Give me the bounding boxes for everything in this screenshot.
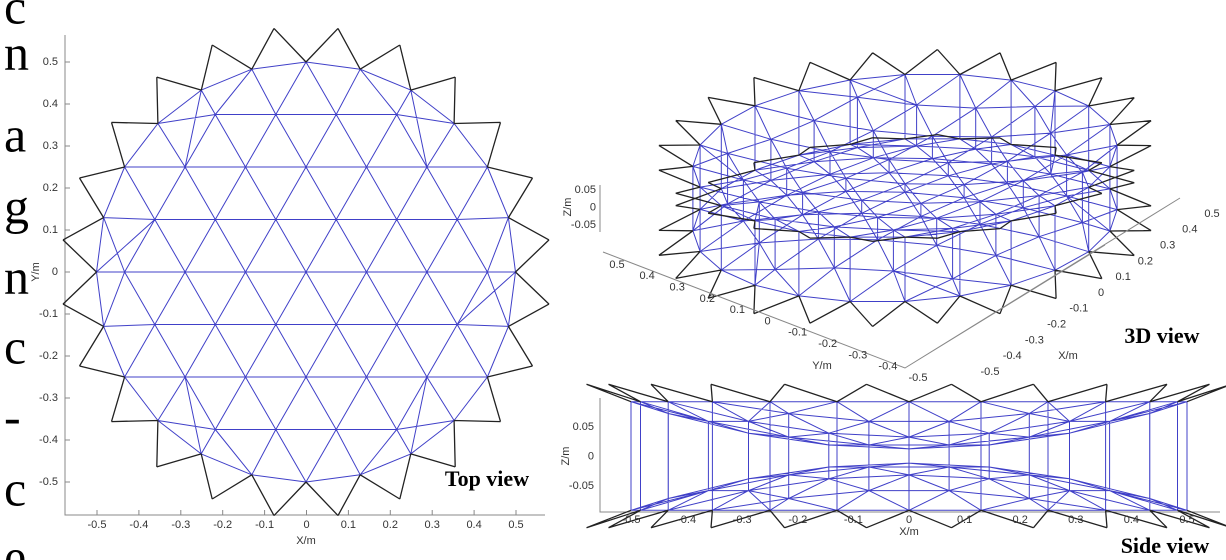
mesh-edge bbox=[587, 384, 1226, 527]
x-tick-label: 0.4 bbox=[466, 519, 481, 531]
x-tick-label: 0.5 bbox=[508, 519, 523, 531]
x-tick-label: -0.4 bbox=[129, 519, 148, 531]
y-tick-label: 0.1 bbox=[43, 224, 58, 236]
x-tick-label: -0.4 bbox=[1003, 350, 1022, 362]
y-tick-label: 0.4 bbox=[639, 270, 654, 282]
z-tick-label: 0.05 bbox=[575, 184, 596, 196]
x-axis-label: X/m bbox=[899, 526, 919, 538]
page-fragment: n bbox=[4, 24, 29, 80]
x-tick-label: 0 bbox=[303, 519, 309, 531]
y-tick-label: -0.5 bbox=[39, 476, 58, 488]
x-tick-label: 0.1 bbox=[957, 514, 972, 526]
x-tick-label: 0.1 bbox=[1116, 271, 1131, 283]
mesh-cables bbox=[631, 402, 1187, 511]
page-fragment: n bbox=[4, 248, 29, 304]
y-tick-label: -0.1 bbox=[39, 308, 58, 320]
y-tick-label: 0.2 bbox=[43, 182, 58, 194]
x-tick-label: -0.5 bbox=[622, 514, 641, 526]
y-axis-label: Y/m bbox=[30, 262, 42, 282]
mesh-cables bbox=[97, 62, 516, 482]
x-tick-label: 0.3 bbox=[425, 519, 440, 531]
x-tick-label: 0.2 bbox=[1013, 514, 1028, 526]
page-fragment: - bbox=[4, 388, 21, 444]
y-tick-label: 0.4 bbox=[43, 98, 58, 110]
z-tick-label: -0.05 bbox=[571, 219, 596, 231]
z-tick-label: 0 bbox=[590, 201, 596, 213]
y-tick-label: -0.4 bbox=[878, 361, 897, 373]
y-tick-label: -0.1 bbox=[788, 327, 807, 339]
x-tick-label: -0.3 bbox=[171, 519, 190, 531]
x-tick-label: 0 bbox=[906, 514, 912, 526]
x-tick-label: -0.3 bbox=[1025, 334, 1044, 346]
x-tick-label: 0.2 bbox=[1138, 255, 1153, 267]
y-tick-label: 0.1 bbox=[730, 304, 745, 316]
x-tick-label: -0.1 bbox=[255, 519, 274, 531]
x-tick-label: -0.1 bbox=[844, 514, 863, 526]
panel-label: Top view bbox=[445, 466, 529, 491]
y-tick-label: 0 bbox=[764, 315, 770, 327]
x-tick-label: 0.5 bbox=[1179, 514, 1194, 526]
x-tick-label: -0.2 bbox=[1047, 319, 1066, 331]
page-fragment: a bbox=[4, 106, 26, 162]
x-axis-label: X/m bbox=[296, 535, 316, 547]
y-tick-label: -0.2 bbox=[39, 350, 58, 362]
x-axis-label: X/m bbox=[1058, 350, 1078, 362]
page-fragment: e bbox=[4, 528, 26, 560]
x-tick-label: -0.5 bbox=[981, 366, 1000, 378]
z-tick-label: -0.05 bbox=[569, 480, 594, 492]
x-tick-label: -0.2 bbox=[213, 519, 232, 531]
x-tick-label: 0.4 bbox=[1182, 224, 1197, 236]
axis-frame bbox=[65, 35, 545, 515]
page-fragment: c bbox=[4, 460, 26, 516]
x-tick-label: 0.5 bbox=[1204, 208, 1219, 220]
y-tick-label: -0.3 bbox=[848, 349, 867, 361]
page-fragment: g bbox=[4, 178, 29, 234]
x-tick-label: -0.1 bbox=[1069, 303, 1088, 315]
view-3d: 3D view X/m Y/m Z/m bbox=[562, 198, 1200, 372]
side-view: Side view X/m Z/m bbox=[560, 398, 1220, 558]
x-tick-label: 0.1 bbox=[341, 519, 356, 531]
x-tick-label: 0.4 bbox=[1124, 514, 1139, 526]
panel-label: Side view bbox=[1121, 533, 1210, 558]
x-tick-label: -0.5 bbox=[88, 519, 107, 531]
top-view: Top view X/m Y/m bbox=[30, 35, 545, 547]
z-axis-label: Z/m bbox=[560, 447, 572, 466]
y-tick-label: 0 bbox=[52, 266, 58, 278]
x-tick-label: -0.2 bbox=[788, 514, 807, 526]
z-tick-label: 0.05 bbox=[573, 421, 594, 433]
panel-label: 3D view bbox=[1124, 323, 1199, 348]
mesh-cables bbox=[693, 75, 1117, 302]
x-tick-label: -0.4 bbox=[677, 514, 696, 526]
page-fragment: c bbox=[4, 318, 26, 374]
z-axis-label: Z/m bbox=[562, 198, 574, 217]
y-tick-label: -0.2 bbox=[818, 338, 837, 350]
y-tick-label: 0.2 bbox=[700, 293, 715, 305]
x-tick-label: 0.3 bbox=[1160, 240, 1175, 252]
x-tick-label: 0.3 bbox=[1068, 514, 1083, 526]
x-tick-label: 0 bbox=[1098, 287, 1104, 299]
y-tick-label: 0.5 bbox=[609, 259, 624, 271]
y-tick-label: 0.3 bbox=[670, 282, 685, 294]
z-tick-label: 0 bbox=[588, 450, 594, 462]
figure: Top view X/m Y/m 3D view X/m Y/m Z/m Sid… bbox=[0, 0, 1226, 560]
y-tick-label: -0.4 bbox=[39, 434, 58, 446]
x-tick-label: -0.3 bbox=[733, 514, 752, 526]
y-tick-label: 0.3 bbox=[43, 140, 58, 152]
y-tick-label: -0.3 bbox=[39, 392, 58, 404]
y-tick-label: 0.5 bbox=[43, 56, 58, 68]
y-tick-label: -0.5 bbox=[909, 372, 928, 384]
y-axis-label: Y/m bbox=[812, 360, 832, 372]
x-tick-label: 0.2 bbox=[383, 519, 398, 531]
